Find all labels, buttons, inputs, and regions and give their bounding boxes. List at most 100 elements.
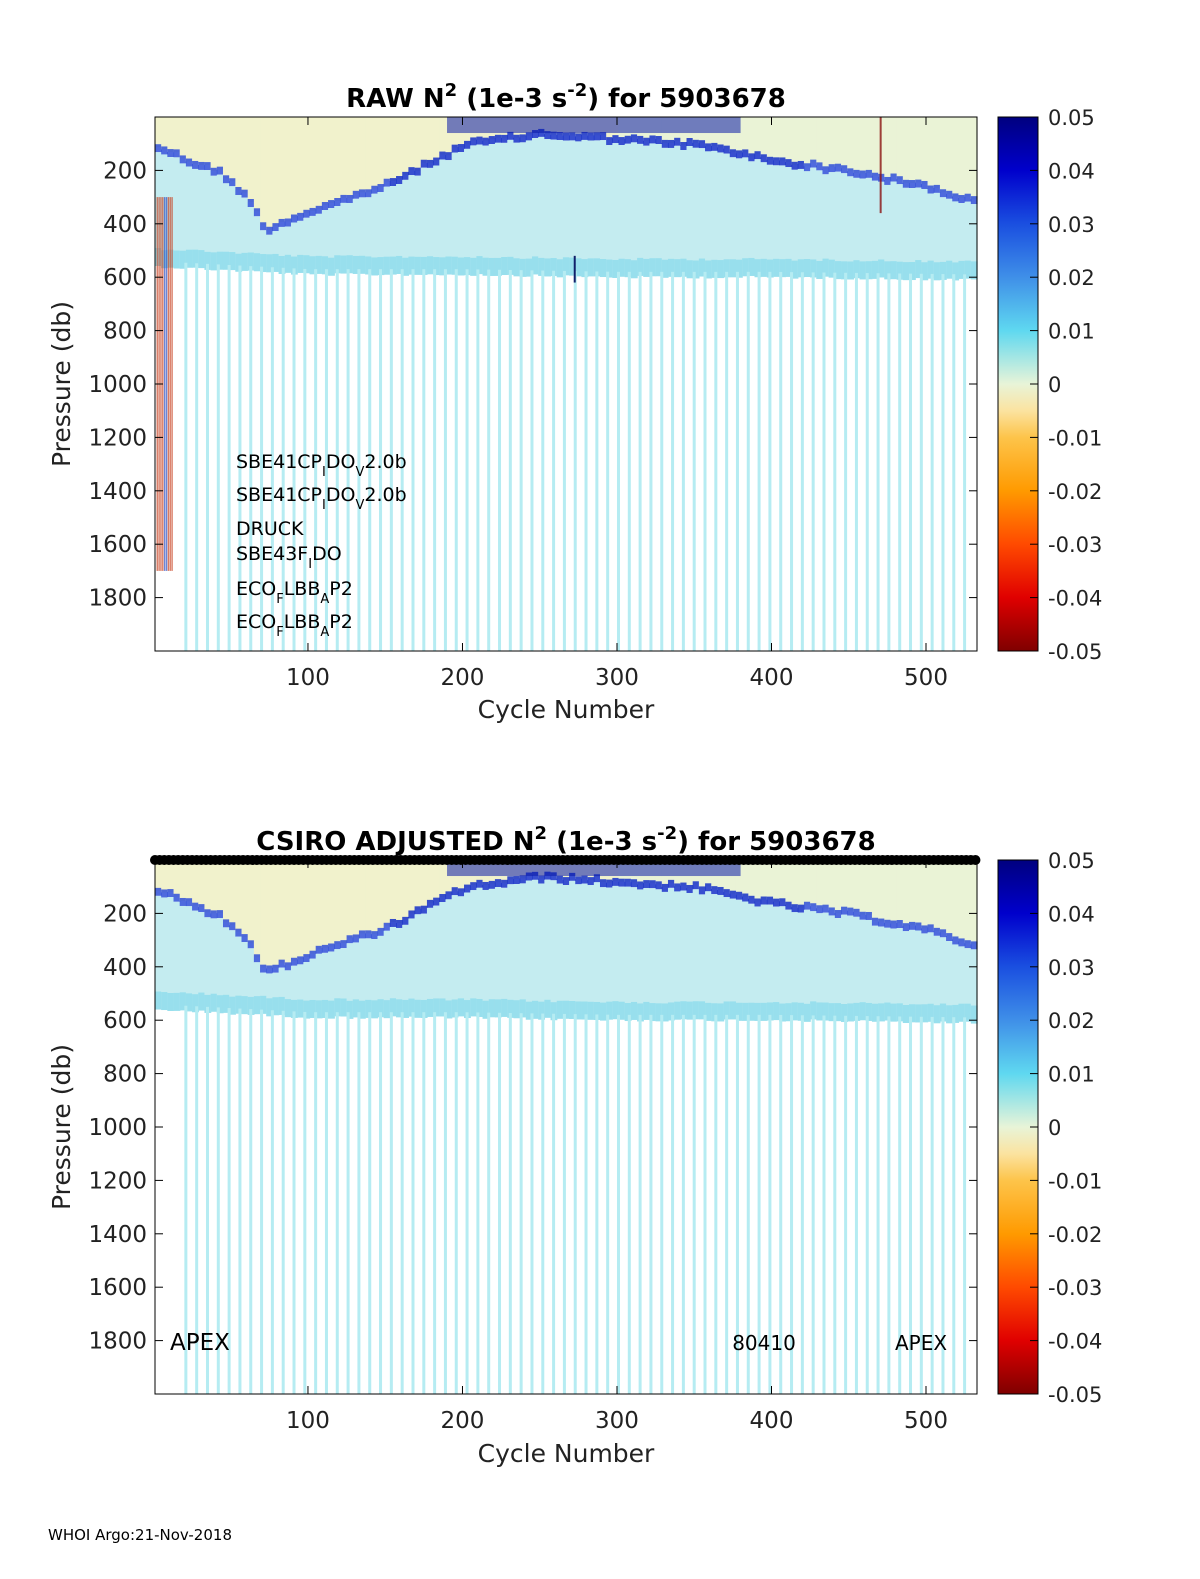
thermocline-band [519,134,527,143]
mid-band [426,167,434,275]
thermocline-band [562,132,570,141]
thermocline-band [865,169,873,178]
thermocline-band [587,877,595,886]
mid-band [284,970,292,1018]
bottom-edge-band [155,991,162,1010]
mid-band [482,889,490,1019]
thermocline-band [779,157,787,166]
deep-profile [963,1017,967,1394]
bottom-edge-band [556,259,564,278]
surface-band [192,117,199,164]
deep-profile [606,271,610,651]
mid-band [754,906,762,1021]
surface-band [216,860,224,914]
surface-band [408,860,416,914]
mid-band [902,187,910,281]
deep-profile [411,269,415,651]
mid-band [748,903,756,1021]
thermocline-band [507,876,515,885]
deep-profile [216,1007,220,1394]
spike-mark [879,117,882,214]
mid-band [964,201,972,279]
mid-band [624,886,632,1022]
bottom-edge-band [513,258,521,277]
thermocline-band [828,907,836,916]
bottom-edge-band [179,992,187,1011]
surface-band [402,117,409,175]
thermocline-band [816,162,824,171]
surface-band [346,860,354,939]
surface-band [859,117,867,174]
bottom-edge-band [433,998,440,1017]
surface-band [810,117,817,163]
bottom-edge-band [253,996,261,1015]
bottom-edge-band [661,1003,669,1022]
bottom-edge-band [773,1002,780,1021]
mid-band [933,935,941,1024]
thermocline-band [964,940,972,949]
deep-profile [530,270,534,651]
mid-band [667,147,675,277]
surface-band [871,860,879,921]
thermocline-band [451,887,459,896]
mid-band [488,888,496,1018]
mid-band [414,175,422,275]
mid-band [297,220,304,273]
mid-band [686,892,694,1020]
surface-band [253,117,261,212]
surface-band [834,117,842,167]
mid-band [816,913,824,1021]
mid-band [284,226,292,273]
bottom-edge-band [946,1005,953,1024]
surface-band [352,117,360,194]
thermocline-band [340,194,348,203]
surface-band [723,860,731,893]
surface-band [841,860,848,910]
thermocline-band [519,875,527,884]
mid-band [396,927,403,1018]
thermocline-band [340,940,348,949]
mid-band [377,935,385,1018]
bottom-edge-band [309,256,317,275]
deep-profile [303,268,307,651]
thermocline-band [797,904,805,913]
mid-band [939,197,947,280]
bottom-edge-band [575,1001,583,1020]
mid-band [630,142,638,279]
surface-band [303,860,311,958]
surface-band [235,117,243,190]
deep-profile [227,264,231,651]
deep-profile [811,1015,815,1394]
mid-band [933,192,941,281]
mid-band [871,180,879,279]
mid-band [562,140,570,276]
deep-profile [498,1012,502,1394]
mid-band [426,907,434,1017]
mid-band [649,888,657,1022]
mid-band [253,216,261,272]
thermocline-band [192,160,199,169]
y-tick-label: 200 [103,158,147,184]
thermocline-band [927,924,935,933]
deep-profile [433,269,437,651]
surface-band [229,860,236,926]
sensor-name: DRUCK [236,518,304,540]
deep-profile [249,266,253,651]
deep-profile [725,1014,729,1394]
thermocline-band [525,872,533,881]
deep-profile [346,1012,350,1394]
thermocline-band [822,166,830,175]
mid-band [198,912,206,1011]
mid-band [667,887,675,1021]
mid-band [723,897,731,1020]
bottom-edge-band [841,1004,848,1023]
thermocline-band [464,140,471,149]
deep-profile [238,265,242,651]
deep-profile [616,271,620,651]
bottom-edge-band [414,999,422,1018]
mid-band [383,930,391,1019]
surface-band [204,860,212,913]
thermocline-band [902,923,910,932]
thermocline-band [222,175,230,184]
colorbar-tick-label: -0.04 [1048,1330,1102,1354]
